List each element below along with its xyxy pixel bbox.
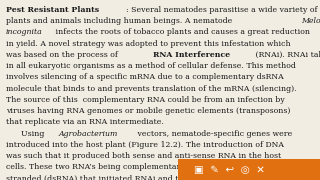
- Text: : Several nematodes parasitise a wide variety of: : Several nematodes parasitise a wide va…: [126, 6, 317, 14]
- Text: plants and animals including human beings. A nematode: plants and animals including human being…: [6, 17, 235, 25]
- Text: involves silencing of a specific mRNA due to a complementary dsRNA: involves silencing of a specific mRNA du…: [6, 73, 284, 81]
- Text: stranded (dsRNA) that initiated RNAi and thus, silence: stranded (dsRNA) that initiated RNAi and…: [6, 175, 225, 180]
- Text: (RNAi). RNAi takes place: (RNAi). RNAi takes place: [253, 51, 320, 59]
- Text: cells. These two RNA’s being complementary to each oth: cells. These two RNA’s being complementa…: [6, 163, 232, 171]
- Text: incognita: incognita: [6, 28, 43, 36]
- Text: vectors, nematode-specific genes were: vectors, nematode-specific genes were: [135, 130, 292, 138]
- Text: Using: Using: [6, 130, 47, 138]
- Text: Pest Resistant Plants: Pest Resistant Plants: [6, 6, 99, 14]
- Text: in yield. A novel strategy was adopted to prevent this infestation which: in yield. A novel strategy was adopted t…: [6, 39, 290, 48]
- Bar: [178, 159, 320, 180]
- Text: The source of this  complementary RNA could be from an infection by: The source of this complementary RNA cou…: [6, 96, 284, 104]
- Text: was based on the process of: was based on the process of: [6, 51, 120, 59]
- Text: ▣  ✎  ↩  ◎  ✕: ▣ ✎ ↩ ◎ ✕: [194, 165, 265, 175]
- Text: that replicate via an RNA intermediate.: that replicate via an RNA intermediate.: [6, 118, 164, 126]
- Text: RNA Interference: RNA Interference: [153, 51, 230, 59]
- Text: introduced into the host plant (Figure 12.2). The introduction of DNA: introduced into the host plant (Figure 1…: [6, 141, 284, 149]
- Text: infects the roots of tobacco plants and causes a great reduction: infects the roots of tobacco plants and …: [53, 28, 310, 36]
- Text: molecule that binds to and prevents translation of the mRNA (silencing).: molecule that binds to and prevents tran…: [6, 85, 296, 93]
- Text: viruses having RNA genomes or mobile genetic elements (transposons): viruses having RNA genomes or mobile gen…: [6, 107, 290, 115]
- Text: in all eukaryotic organisms as a method of cellular defense. This method: in all eukaryotic organisms as a method …: [6, 62, 296, 70]
- Text: Agrobacterium: Agrobacterium: [59, 130, 118, 138]
- Text: Meloidegyne: Meloidegyne: [301, 17, 320, 25]
- Text: was such that it produced both sense and anti-sense RNA in the host: was such that it produced both sense and…: [6, 152, 281, 160]
